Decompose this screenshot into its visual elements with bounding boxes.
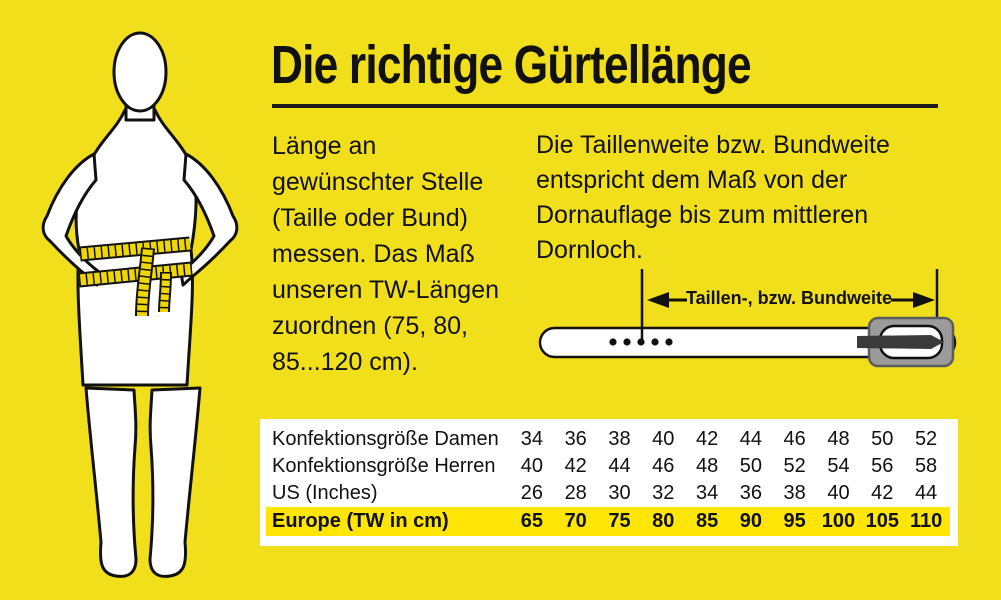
head — [112, 31, 168, 113]
size-value: 28 — [564, 482, 587, 504]
size-value: 110 — [909, 510, 943, 532]
size-value: 38 — [608, 428, 631, 450]
belt-diagram-graphic — [538, 269, 957, 368]
buckle-prong — [857, 335, 944, 349]
size-value: 42 — [695, 428, 719, 450]
size-value: 40 — [520, 455, 544, 477]
size-value: 75 — [608, 510, 631, 532]
size-value: 40 — [652, 428, 675, 450]
size-value: 95 — [783, 510, 806, 532]
size-value: 44 — [739, 428, 762, 450]
size-value: 36 — [739, 482, 762, 504]
measuring-tape-graphic — [78, 236, 193, 317]
measure-arrow — [647, 292, 935, 308]
title-underline — [272, 104, 938, 108]
row-label: Konfektionsgröße Damen — [272, 428, 499, 450]
size-value: 50 — [739, 455, 762, 477]
table-row: Konfektionsgröße Herren 40 42 44 46 48 50 52 54 5… — [260, 453, 958, 480]
row-label: US (Inches) — [272, 482, 378, 504]
intro-text-right: Die Taillenweite bzw. Bundweite entspric… — [536, 131, 890, 264]
left-leg — [84, 386, 138, 578]
size-value: 52 — [783, 455, 806, 477]
size-value: 46 — [652, 455, 675, 477]
size-value: 105 — [865, 510, 899, 532]
size-value: 46 — [783, 428, 806, 450]
table-row: Europe (TW in cm) 65 70 75 80 85 90 95 100 105 110 — [266, 507, 950, 536]
size-value: 32 — [652, 482, 675, 504]
size-value: 34 — [695, 482, 719, 504]
size-value: 70 — [564, 510, 587, 532]
size-value: 100 — [821, 510, 856, 532]
size-value: 36 — [564, 428, 587, 450]
table-row: Konfektionsgröße Damen 34 36 38 40 42 44 46 48 50… — [260, 426, 958, 453]
size-value: 52 — [914, 428, 938, 450]
size-value: 50 — [871, 428, 894, 450]
belt-strap — [538, 326, 957, 359]
size-value: 40 — [827, 482, 850, 504]
size-value: 90 — [739, 510, 762, 532]
right-leg — [148, 386, 202, 578]
size-value: 26 — [520, 482, 544, 504]
size-value: 85 — [695, 510, 719, 532]
page-title: Die richtige Gürtellänge — [271, 35, 752, 95]
size-value: 80 — [652, 510, 675, 532]
row-label: Europe (TW in cm) — [272, 510, 449, 532]
belt-measure-label: Taillen-, bzw. Bundweite — [685, 288, 892, 308]
belt-buckle — [857, 316, 955, 368]
size-value: 38 — [783, 482, 806, 504]
size-table: Konfektionsgröße Damen 34 36 38 40 42 44 46 48 50… — [260, 419, 958, 546]
size-value: 48 — [827, 428, 850, 450]
right-arm — [179, 152, 239, 287]
size-value: 42 — [871, 482, 894, 504]
belt-holes — [609, 338, 673, 346]
size-value: 65 — [520, 510, 544, 532]
size-value: 30 — [608, 482, 631, 504]
size-value: 58 — [914, 455, 938, 477]
size-value: 42 — [564, 455, 587, 477]
size-value: 34 — [520, 428, 544, 450]
size-value: 48 — [695, 455, 719, 477]
table-row: US (Inches) 26 28 30 32 34 36 38 40 42 44 — [260, 480, 958, 507]
row-label: Konfektionsgröße Herren — [272, 455, 496, 477]
intro-text-left: Länge an gewünschter Stelle (Taille oder… — [272, 132, 500, 376]
size-value: 44 — [608, 455, 631, 477]
person-silhouette-graphic — [41, 31, 239, 578]
size-value: 54 — [827, 455, 850, 477]
size-value: 44 — [914, 482, 938, 504]
left-arm — [41, 152, 101, 287]
size-value: 56 — [871, 455, 894, 477]
